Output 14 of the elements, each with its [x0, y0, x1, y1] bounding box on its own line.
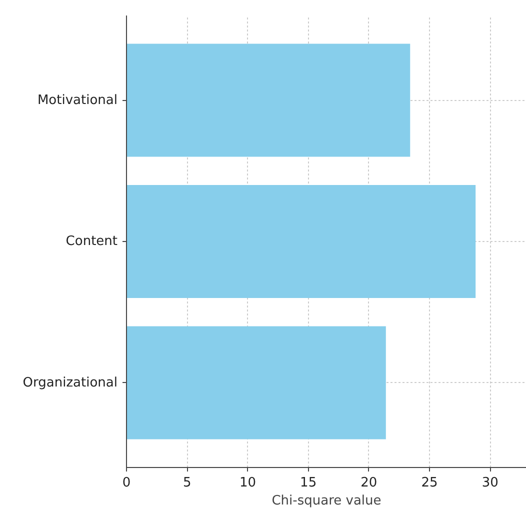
x-axis-title: Chi-square value — [272, 494, 382, 508]
bar — [126, 185, 476, 298]
bar — [126, 326, 386, 440]
x-tick-label: 15 — [300, 476, 317, 490]
x-tick-label: 20 — [360, 476, 378, 490]
x-tick-label: 25 — [421, 476, 438, 490]
y-tick-label: Organizational — [22, 375, 118, 390]
bar — [126, 44, 410, 157]
y-tick-label: Content — [66, 234, 118, 249]
y-tick-label: Motivational — [37, 92, 118, 108]
x-tick-label: 5 — [182, 476, 192, 490]
x-tick-label: 30 — [482, 476, 498, 490]
x-tick-label: 0 — [122, 476, 131, 490]
x-tick-label: 10 — [239, 476, 256, 490]
